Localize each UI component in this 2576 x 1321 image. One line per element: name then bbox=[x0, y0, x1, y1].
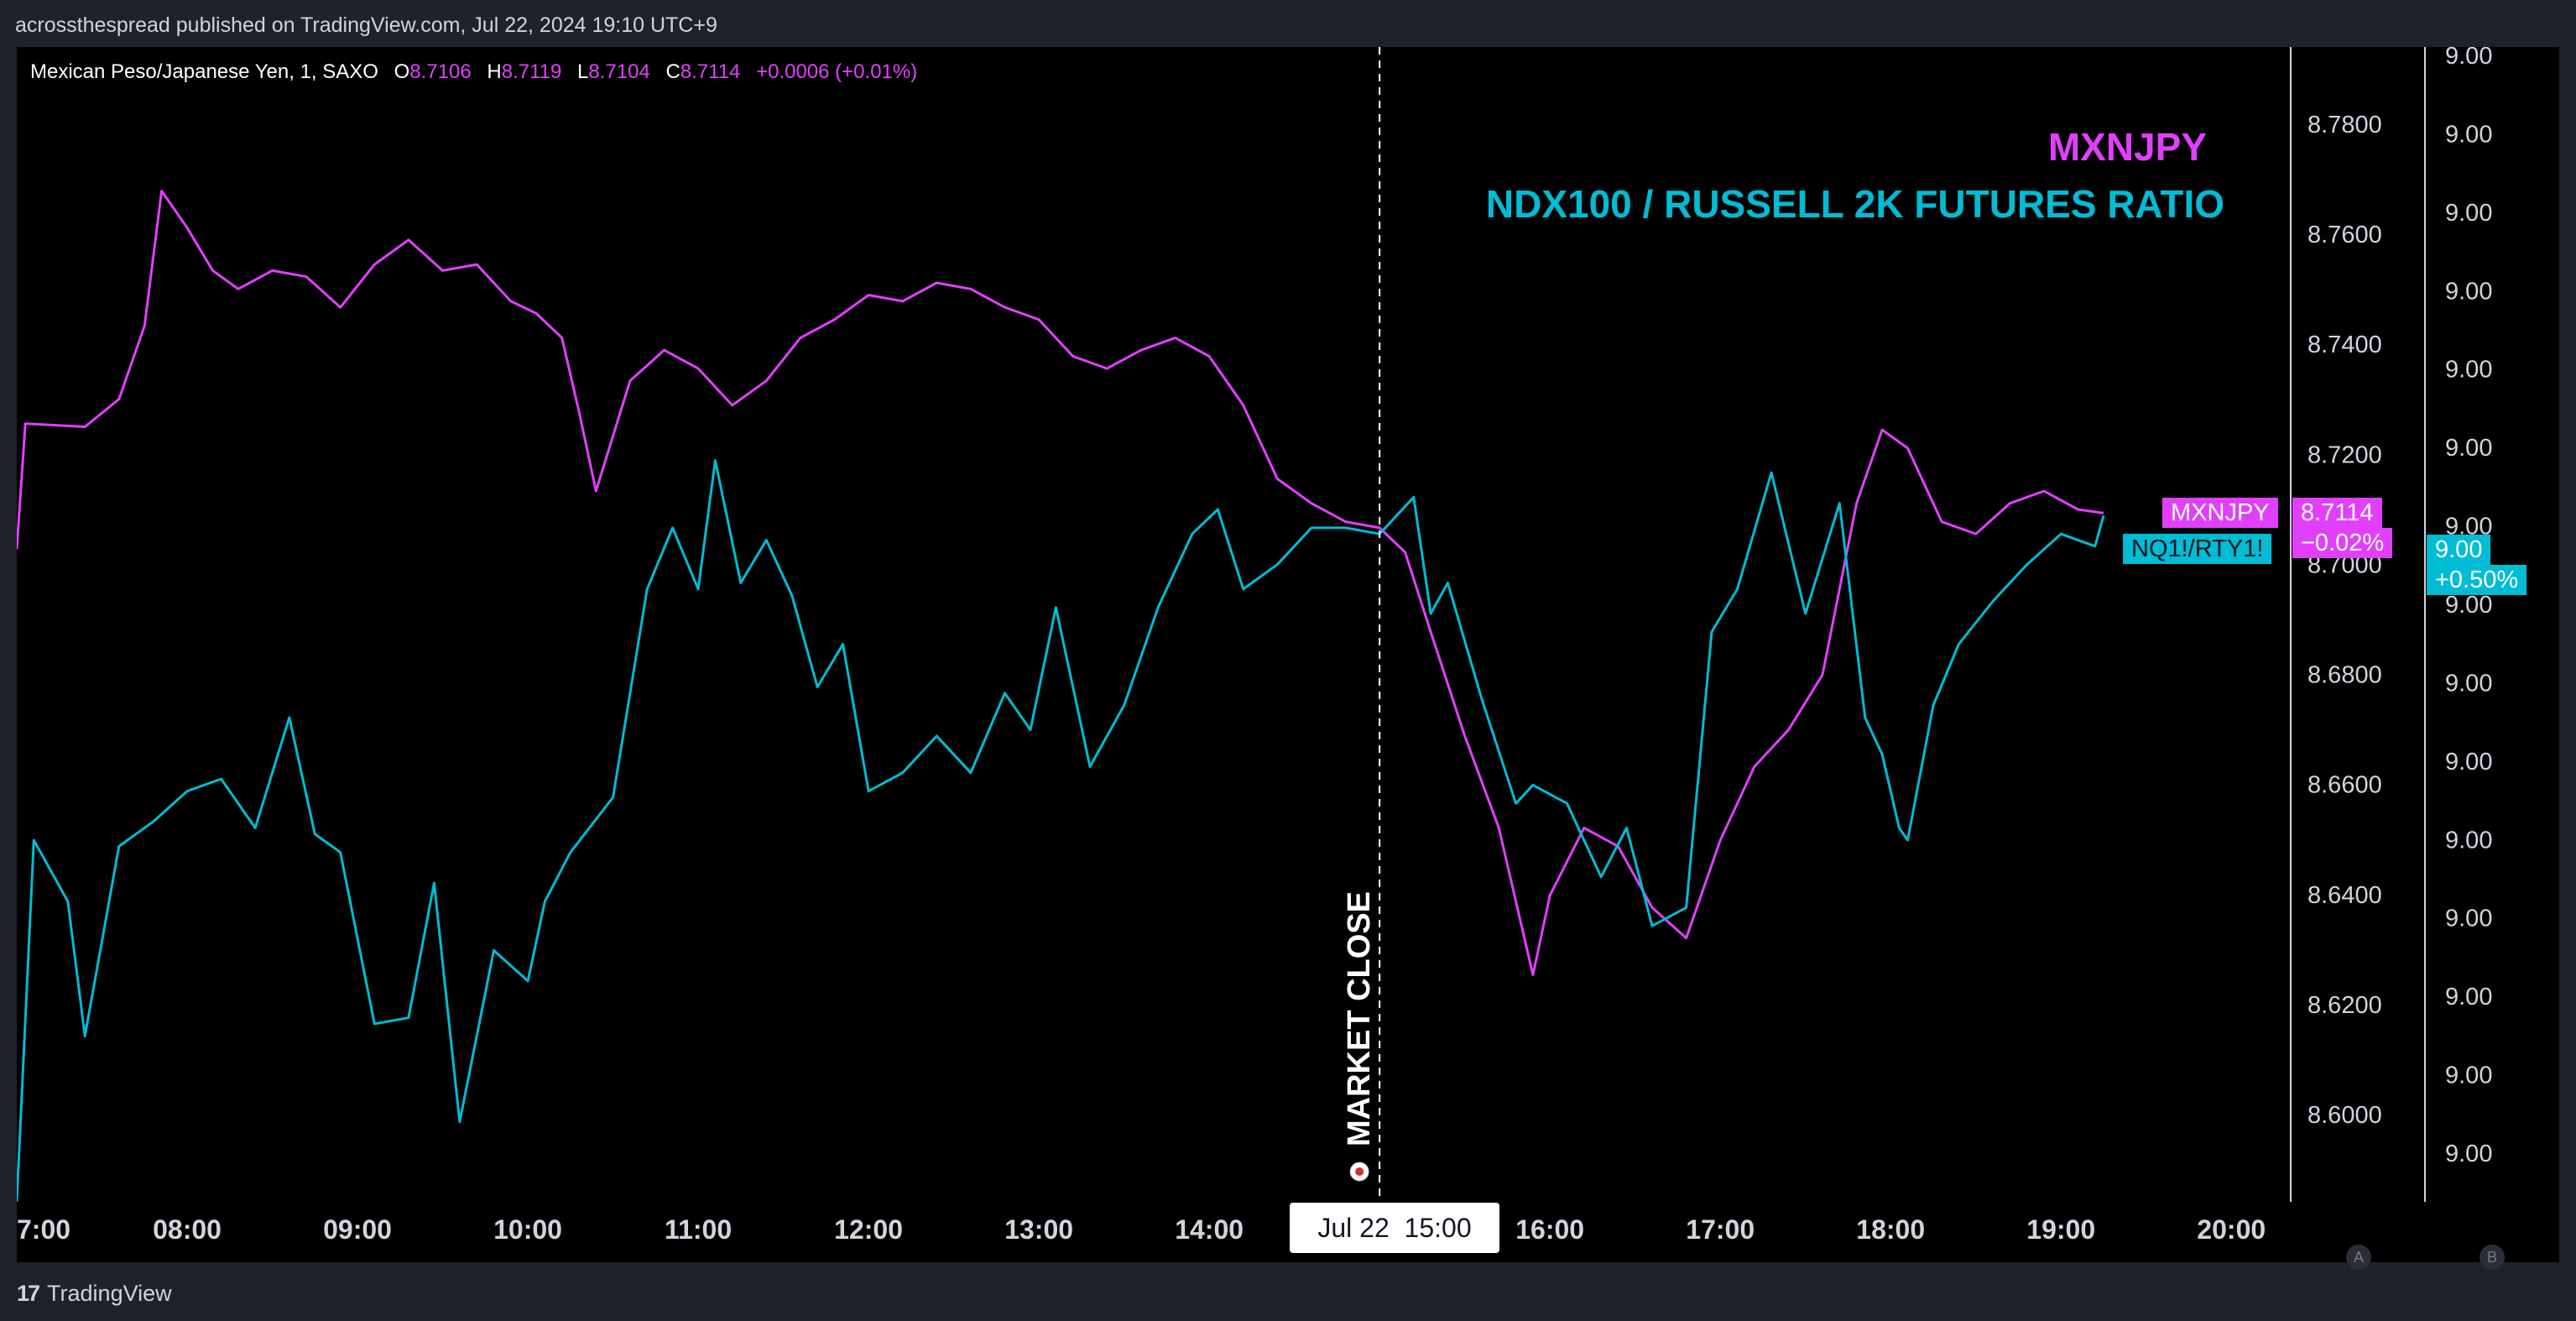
time-axis-tick: 10:00 bbox=[493, 1214, 562, 1245]
ratio-title: NDX100 / RUSSELL 2K FUTURES RATIO bbox=[1485, 182, 2224, 226]
price-axis-a-tick: 8.6800 bbox=[2307, 662, 2382, 689]
time-axis-tick: 19:00 bbox=[2026, 1214, 2095, 1245]
open-value: 8.7106 bbox=[409, 60, 472, 83]
close-value: 8.7114 bbox=[680, 60, 741, 83]
header-bar: acrossthespread published on TradingView… bbox=[0, 0, 2576, 47]
japan-flag-dot-icon bbox=[1355, 1167, 1364, 1176]
symbol-legend[interactable]: Mexican Peso/Japanese Yen, 1, SAXO O8.71… bbox=[30, 60, 917, 84]
price-axis-a-tick: 8.6200 bbox=[2307, 992, 2382, 1019]
high-value: 8.7119 bbox=[501, 60, 562, 83]
chart-panel[interactable]: MARKET CLOSE 8.7800 8.7600 8.7400 8.7200 8.7… bbox=[17, 47, 2559, 1262]
time-axis-current-label: Jul 22 15:00 bbox=[1317, 1213, 1471, 1243]
time-axis[interactable]: 7:00 08:00 09:00 10:00 11:00 12:00 13:00 14:00 J… bbox=[17, 1203, 2266, 1253]
mxnjpy-change-tag: −0.02% bbox=[2292, 528, 2393, 558]
time-axis-tick: 09:00 bbox=[323, 1214, 392, 1245]
price-axis-b-tick: 9.00 bbox=[2445, 47, 2492, 70]
high-label: H bbox=[487, 60, 502, 83]
time-axis-tick: 11:00 bbox=[665, 1214, 732, 1245]
price-axis-a[interactable]: 8.78008.76008.74008.72008.70008.68008.66… bbox=[2307, 112, 2382, 1129]
time-axis-tick: 14:00 bbox=[1175, 1214, 1244, 1245]
price-axis-b-tick: 9.00 bbox=[2445, 906, 2492, 932]
market-close-label: MARKET CLOSE bbox=[1342, 891, 1377, 1146]
chart-canvas[interactable]: MARKET CLOSE 8.7800 8.7600 8.7400 8.7200 8.7… bbox=[17, 47, 2559, 1262]
price-axis-a-tick: 8.7600 bbox=[2307, 222, 2382, 248]
low-label: L bbox=[577, 60, 589, 83]
tradingview-brand: TradingView bbox=[47, 1281, 172, 1306]
symbol-name: Mexican Peso/Japanese Yen, 1, SAXO bbox=[30, 60, 378, 83]
footer-bar: 17 TradingView A B bbox=[0, 1245, 2576, 1321]
price-axis-a-tick: 8.6400 bbox=[2307, 882, 2382, 909]
tradingview-logo-icon: 17 bbox=[17, 1281, 40, 1306]
price-axis-b-tick: 9.00 bbox=[2445, 827, 2492, 854]
time-axis-tick: 12:00 bbox=[834, 1214, 903, 1245]
current-date-pill bbox=[1290, 1203, 1499, 1253]
time-axis-tick: 08:00 bbox=[153, 1214, 222, 1245]
change-value: +0.0006 (+0.01%) bbox=[756, 60, 918, 83]
price-axis-b-tick: 9.00 bbox=[2445, 278, 2492, 305]
price-axis-b-tick: 9.00 bbox=[2445, 984, 2492, 1010]
ratio-change-tag: +0.50% bbox=[2427, 565, 2527, 595]
price-axis-b-tick: 9.00 bbox=[2445, 749, 2492, 775]
scale-b-button[interactable]: B bbox=[2480, 1245, 2505, 1270]
time-axis-tick: 16:00 bbox=[1515, 1214, 1584, 1245]
time-axis-tick: 13:00 bbox=[1004, 1214, 1073, 1245]
time-axis-tick: 18:00 bbox=[1856, 1214, 1925, 1245]
price-axis-b-tick: 9.00 bbox=[2445, 435, 2492, 462]
mxnjpy-name-tag: MXNJPY bbox=[2162, 498, 2278, 528]
price-axis-b-tick: 9.00 bbox=[2445, 121, 2492, 148]
series-line-nq1-rty1[interactable] bbox=[17, 459, 2105, 1202]
publisher-info: acrossthespread published on TradingView… bbox=[15, 13, 717, 37]
price-axis-b-tick: 9.00 bbox=[2445, 1141, 2492, 1167]
open-label: O bbox=[394, 60, 410, 83]
scale-a-button[interactable]: A bbox=[2346, 1245, 2371, 1270]
mxnjpy-title: MXNJPY bbox=[2047, 125, 2207, 169]
time-axis-tick: 7:00 bbox=[17, 1214, 70, 1245]
price-axis-b-tick: 9.00 bbox=[2445, 200, 2492, 227]
series-layer bbox=[17, 190, 2105, 1202]
price-axis-b-tick: 9.00 bbox=[2445, 1063, 2492, 1089]
price-axis-b-tick: 9.00 bbox=[2445, 670, 2492, 697]
market-close-label-group: MARKET CLOSE bbox=[1342, 891, 1377, 1182]
price-axis-b[interactable]: 9.00 9.00 9.00 9.00 9.00 9.00 9.00 9.00 9.00 9.00… bbox=[2445, 47, 2492, 1167]
price-axis-a-tick: 8.6600 bbox=[2307, 772, 2382, 799]
time-axis-tick: 20:00 bbox=[2197, 1214, 2266, 1245]
price-axis-a-tick: 8.7200 bbox=[2307, 441, 2382, 468]
tradingview-logo[interactable]: 17 TradingView bbox=[17, 1281, 172, 1307]
close-label: C bbox=[665, 60, 681, 83]
low-value: 8.7104 bbox=[588, 60, 650, 83]
time-axis-tick: 17:00 bbox=[1686, 1214, 1755, 1245]
price-axis-b-tick: 9.00 bbox=[2445, 357, 2492, 384]
series-line-mxnjpy[interactable] bbox=[17, 190, 2104, 977]
ratio-value-tag: 9.00 bbox=[2427, 535, 2491, 565]
mxnjpy-price-tag: 8.7114 bbox=[2292, 498, 2382, 528]
ratio-name-tag: NQ1!/RTY1! bbox=[2123, 534, 2272, 564]
price-axis-a-tick: 8.7400 bbox=[2307, 332, 2382, 358]
price-axis-a-tick: 8.6000 bbox=[2307, 1102, 2382, 1129]
time-axis-background[interactable] bbox=[17, 1202, 2559, 1262]
price-axis-a-tick: 8.7800 bbox=[2307, 112, 2382, 138]
price-axis-b-tick: 9.00 bbox=[2445, 592, 2492, 619]
